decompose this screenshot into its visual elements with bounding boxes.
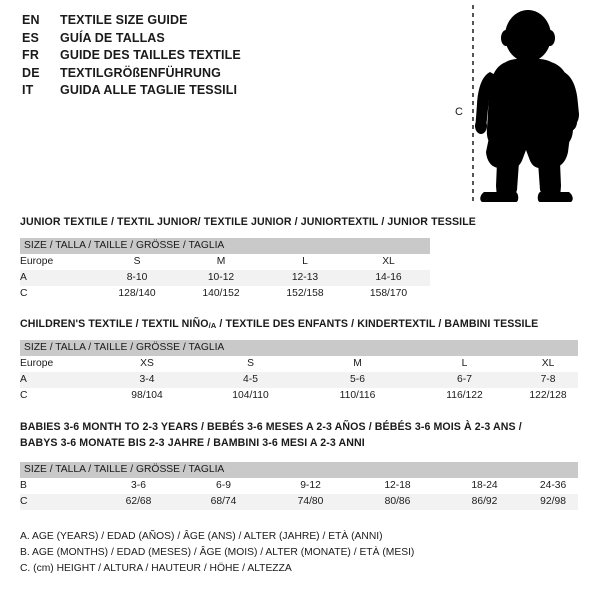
- children-title-pre: CHILDREN'S TEXTILE / TEXTIL NIÑO: [20, 318, 209, 330]
- language-row-de: DE TEXTILGRÖßENFÜHRUNG: [22, 66, 442, 84]
- table-row: C 128/140 140/152 152/158 158/170: [20, 286, 430, 302]
- language-title: TEXTILE SIZE GUIDE: [60, 13, 188, 27]
- babies-size-table: SIZE / TALLA / TAILLE / GRÖSSE / TAGLIA …: [20, 462, 579, 510]
- table-row: Europe S M L XL: [20, 254, 430, 270]
- table-cell: 80/86: [354, 494, 441, 510]
- row-label: A: [20, 270, 95, 286]
- table-cell: 116/122: [411, 388, 518, 404]
- row-label: C: [20, 286, 95, 302]
- babies-band-label: SIZE / TALLA / TAILLE / GRÖSSE / TAGLIA: [20, 462, 579, 478]
- language-code: EN: [22, 13, 40, 27]
- children-table-band-row: SIZE / TALLA / TAILLE / GRÖSSE / TAGLIA: [20, 340, 579, 356]
- row-label: C: [20, 494, 97, 510]
- table-cell: 7-8: [518, 372, 579, 388]
- table-cell: 74/80: [267, 494, 354, 510]
- table-row: Europe XS S M L XL: [20, 356, 579, 372]
- table-cell: L: [411, 356, 518, 372]
- language-code: IT: [22, 83, 34, 98]
- table-cell: 140/152: [179, 286, 263, 302]
- table-cell: 3-6: [97, 478, 180, 494]
- table-cell: L: [263, 254, 347, 270]
- table-cell: 9-12: [267, 478, 354, 494]
- legend-line-c: C. (cm) HEIGHT / ALTURA / HAUTEUR / HÖHE…: [20, 562, 292, 574]
- table-cell: S: [95, 254, 179, 270]
- table-cell: 8-10: [95, 270, 179, 286]
- table-cell: 12-18: [354, 478, 441, 494]
- row-label: Europe: [20, 254, 95, 270]
- row-label: Europe: [20, 356, 97, 372]
- legend-line-a: A. AGE (YEARS) / EDAD (AÑOS) / ÂGE (ANS)…: [20, 531, 383, 542]
- table-cell: 6-9: [180, 478, 267, 494]
- language-title: GUIDE DES TAILLES TEXTILE: [60, 48, 241, 63]
- table-cell: 10-12: [179, 270, 263, 286]
- table-cell: 18-24: [441, 478, 528, 494]
- section-title-children: CHILDREN'S TEXTILE / TEXTIL NIÑO/A / TEX…: [20, 318, 538, 330]
- table-row: C 98/104 104/110 110/116 116/122 122/128: [20, 388, 579, 404]
- table-cell: 6-7: [411, 372, 518, 388]
- table-row: A 8-10 10-12 12-13 14-16: [20, 270, 430, 286]
- language-code: FR: [22, 48, 40, 63]
- table-cell: 128/140: [95, 286, 179, 302]
- table-cell: 5-6: [304, 372, 411, 388]
- children-band-label: SIZE / TALLA / TAILLE / GRÖSSE / TAGLIA: [20, 340, 579, 356]
- table-cell: M: [179, 254, 263, 270]
- table-cell: 3-4: [97, 372, 197, 388]
- junior-table-band-row: SIZE / TALLA / TAILLE / GRÖSSE / TAGLIA: [20, 238, 430, 254]
- table-cell: XS: [97, 356, 197, 372]
- language-code: ES: [22, 30, 40, 45]
- children-title-post: / TEXTILE DES ENFANTS / KINDERTEXTIL / B…: [216, 318, 539, 330]
- junior-size-table: SIZE / TALLA / TAILLE / GRÖSSE / TAGLIA …: [20, 238, 430, 302]
- table-cell: 62/68: [97, 494, 180, 510]
- table-cell: 14-16: [347, 270, 430, 286]
- language-row-en: EN TEXTILE SIZE GUIDE: [22, 13, 442, 31]
- table-cell: 86/92: [441, 494, 528, 510]
- table-cell: XL: [347, 254, 430, 270]
- table-row: A 3-4 4-5 5-6 6-7 7-8: [20, 372, 579, 388]
- table-cell: 158/170: [347, 286, 430, 302]
- table-cell: 98/104: [97, 388, 197, 404]
- table-cell: M: [304, 356, 411, 372]
- babies-title-line2: BABYS 3-6 MONATE BIS 2-3 JAHRE / BAMBINI…: [20, 436, 365, 449]
- table-cell: 122/128: [518, 388, 579, 404]
- table-cell: XL: [518, 356, 579, 372]
- table-cell: S: [197, 356, 304, 372]
- table-cell: 24-36: [528, 478, 579, 494]
- language-title-block: EN TEXTILE SIZE GUIDE ES GUÍA DE TALLAS …: [22, 13, 442, 101]
- toddler-silhouette-icon: [472, 5, 579, 203]
- language-title: GUÍA DE TALLAS: [60, 30, 165, 45]
- table-cell: 4-5: [197, 372, 304, 388]
- table-cell: 104/110: [197, 388, 304, 404]
- babies-title-line1: BABIES 3-6 MONTH TO 2-3 YEARS / BEBÉS 3-…: [20, 421, 522, 433]
- language-row-es: ES GUÍA DE TALLAS: [22, 31, 442, 49]
- legend-block: A. AGE (YEARS) / EDAD (AÑOS) / ÂGE (ANS)…: [20, 529, 520, 576]
- section-title-junior: JUNIOR TEXTILE / TEXTIL JUNIOR/ TEXTILE …: [20, 216, 476, 228]
- height-measure-label: C: [455, 106, 463, 118]
- row-label: A: [20, 372, 97, 388]
- table-cell: 68/74: [180, 494, 267, 510]
- language-title: TEXTILGRÖßENFÜHRUNG: [60, 65, 221, 80]
- section-title-babies: BABIES 3-6 MONTH TO 2-3 YEARS / BEBÉS 3-…: [20, 420, 580, 451]
- row-label: C: [20, 388, 97, 404]
- silhouette-body: [475, 10, 579, 202]
- table-row: B 3-6 6-9 9-12 12-18 18-24 24-36: [20, 478, 579, 494]
- table-cell: 92/98: [528, 494, 579, 510]
- junior-band-label: SIZE / TALLA / TAILLE / GRÖSSE / TAGLIA: [20, 238, 430, 254]
- height-measure-figure: [440, 0, 600, 210]
- children-title-subscript: /A: [208, 321, 217, 330]
- babies-table-band-row: SIZE / TALLA / TAILLE / GRÖSSE / TAGLIA: [20, 462, 579, 478]
- legend-line-b: B. AGE (MONTHS) / EDAD (MESES) / ÂGE (MO…: [20, 546, 415, 558]
- language-row-fr: FR GUIDE DES TAILLES TEXTILE: [22, 48, 442, 66]
- table-cell: 152/158: [263, 286, 347, 302]
- row-label: B: [20, 478, 97, 494]
- language-title: GUIDA ALLE TAGLIE TESSILI: [60, 83, 238, 98]
- table-row: C 62/68 68/74 74/80 80/86 86/92 92/98: [20, 494, 579, 510]
- table-cell: 12-13: [263, 270, 347, 286]
- language-row-it: IT GUIDA ALLE TAGLIE TESSILI: [22, 83, 442, 101]
- children-size-table: SIZE / TALLA / TAILLE / GRÖSSE / TAGLIA …: [20, 340, 579, 404]
- table-cell: 110/116: [304, 388, 411, 404]
- language-code: DE: [22, 65, 40, 80]
